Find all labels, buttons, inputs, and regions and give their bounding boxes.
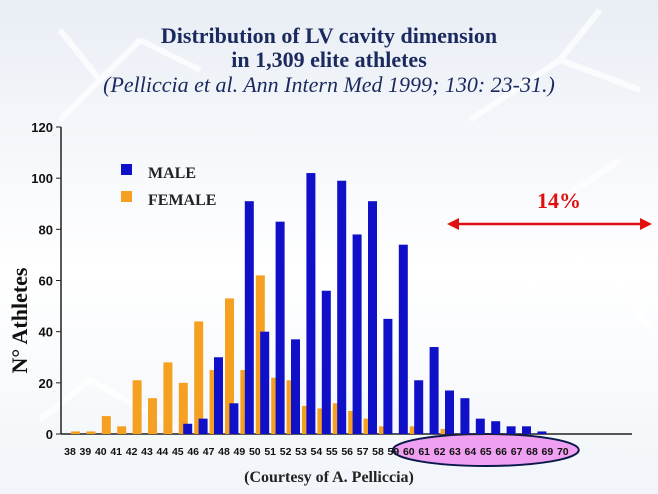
x-tick-label: 55	[326, 446, 338, 458]
x-tick-label: 64	[465, 446, 477, 458]
x-tick-label: 47	[203, 446, 215, 458]
legend-swatch-male	[121, 164, 132, 175]
bar-male	[398, 244, 408, 434]
bar-male	[337, 180, 347, 434]
x-tick-label: 51	[264, 446, 276, 458]
bar-male	[429, 347, 439, 434]
bar-female	[117, 426, 127, 434]
x-tick-label: 61	[418, 446, 430, 458]
bar-male	[198, 418, 208, 434]
annotation-label: 14%	[537, 188, 581, 213]
x-tick-label: 42	[126, 446, 138, 458]
bar-female	[71, 431, 80, 434]
x-tick-label: 53	[295, 446, 307, 458]
bar-male	[491, 421, 501, 434]
x-tick-label: 69	[542, 446, 554, 458]
bar-female	[132, 380, 142, 434]
bar-male	[414, 380, 424, 434]
x-tick-label: 59	[388, 446, 400, 458]
x-tick-label: 56	[341, 446, 353, 458]
y-tick-label: 40	[39, 325, 53, 340]
annotation-arrow-right-head	[640, 218, 652, 230]
bar-male	[183, 423, 193, 434]
legend-swatch-female	[121, 191, 132, 202]
courtesy-note: (Courtesy of A. Pelliccia)	[244, 469, 414, 486]
y-tick-label: 80	[39, 222, 53, 237]
x-tick-label: 62	[434, 446, 446, 458]
x-tick-label: 50	[249, 446, 261, 458]
bar-male	[275, 221, 285, 434]
x-tick-label: 39	[80, 446, 92, 458]
x-tick-label: 45	[172, 446, 184, 458]
x-tick-label: 41	[110, 446, 122, 458]
bar-male	[291, 339, 300, 434]
bar-male	[522, 426, 531, 434]
legend-label-female: FEMALE	[148, 192, 216, 209]
y-tick-label: 0	[46, 427, 53, 442]
bar-male	[321, 290, 331, 434]
x-tick-label: 60	[403, 446, 415, 458]
bar-male	[368, 201, 377, 434]
x-tick-label: 58	[372, 446, 384, 458]
bar-male	[352, 234, 362, 434]
bar-female	[163, 362, 173, 434]
bar-male	[506, 426, 516, 434]
bar-female	[194, 321, 204, 434]
bar-male	[260, 331, 270, 434]
y-tick-label: 100	[31, 171, 53, 186]
y-tick-label: 120	[31, 120, 53, 135]
bar-female	[225, 298, 234, 434]
annotation-arrow-left-head	[447, 218, 459, 230]
x-tick-label: 54	[311, 446, 323, 458]
bar-male	[244, 201, 254, 434]
x-tick-label: 38	[64, 446, 76, 458]
x-tick-label: 65	[480, 446, 492, 458]
bar-male	[445, 390, 454, 434]
chart-title-line2: in 1,309 elite athletes	[231, 47, 427, 72]
x-tick-label: 67	[511, 446, 523, 458]
bar-male	[383, 318, 393, 434]
x-tick-label: 68	[526, 446, 538, 458]
x-tick-label: 49	[234, 446, 246, 458]
x-tick-label: 52	[280, 446, 292, 458]
y-tick-label: 60	[39, 274, 53, 289]
x-tick-label: 63	[449, 446, 461, 458]
bar-male	[229, 403, 239, 434]
x-tick-label: 44	[157, 446, 169, 458]
y-tick-label: 20	[39, 376, 53, 391]
x-tick-label: 48	[218, 446, 230, 458]
bar-female	[101, 416, 111, 434]
bar-male	[460, 398, 470, 434]
legend-label-male: MALE	[148, 165, 196, 182]
bar-male	[306, 173, 316, 435]
citation: (Pelliccia et al. Ann Intern Med 1999; 1…	[103, 72, 555, 97]
bar-male	[214, 357, 223, 434]
bar-male	[475, 418, 485, 434]
bar-female	[86, 431, 96, 434]
x-tick-label: 43	[141, 446, 153, 458]
x-tick-label: 70	[557, 446, 569, 458]
x-tick-label: 66	[495, 446, 507, 458]
bar-male	[537, 431, 547, 434]
x-tick-label: 57	[357, 446, 369, 458]
chart-title-line1: Distribution of LV cavity dimension	[160, 23, 498, 48]
x-tick-label: 46	[187, 446, 199, 458]
x-tick-label: 40	[95, 446, 107, 458]
y-axis-label: N° Athletes	[7, 267, 32, 373]
bar-female	[148, 398, 157, 434]
bar-female	[178, 382, 188, 434]
